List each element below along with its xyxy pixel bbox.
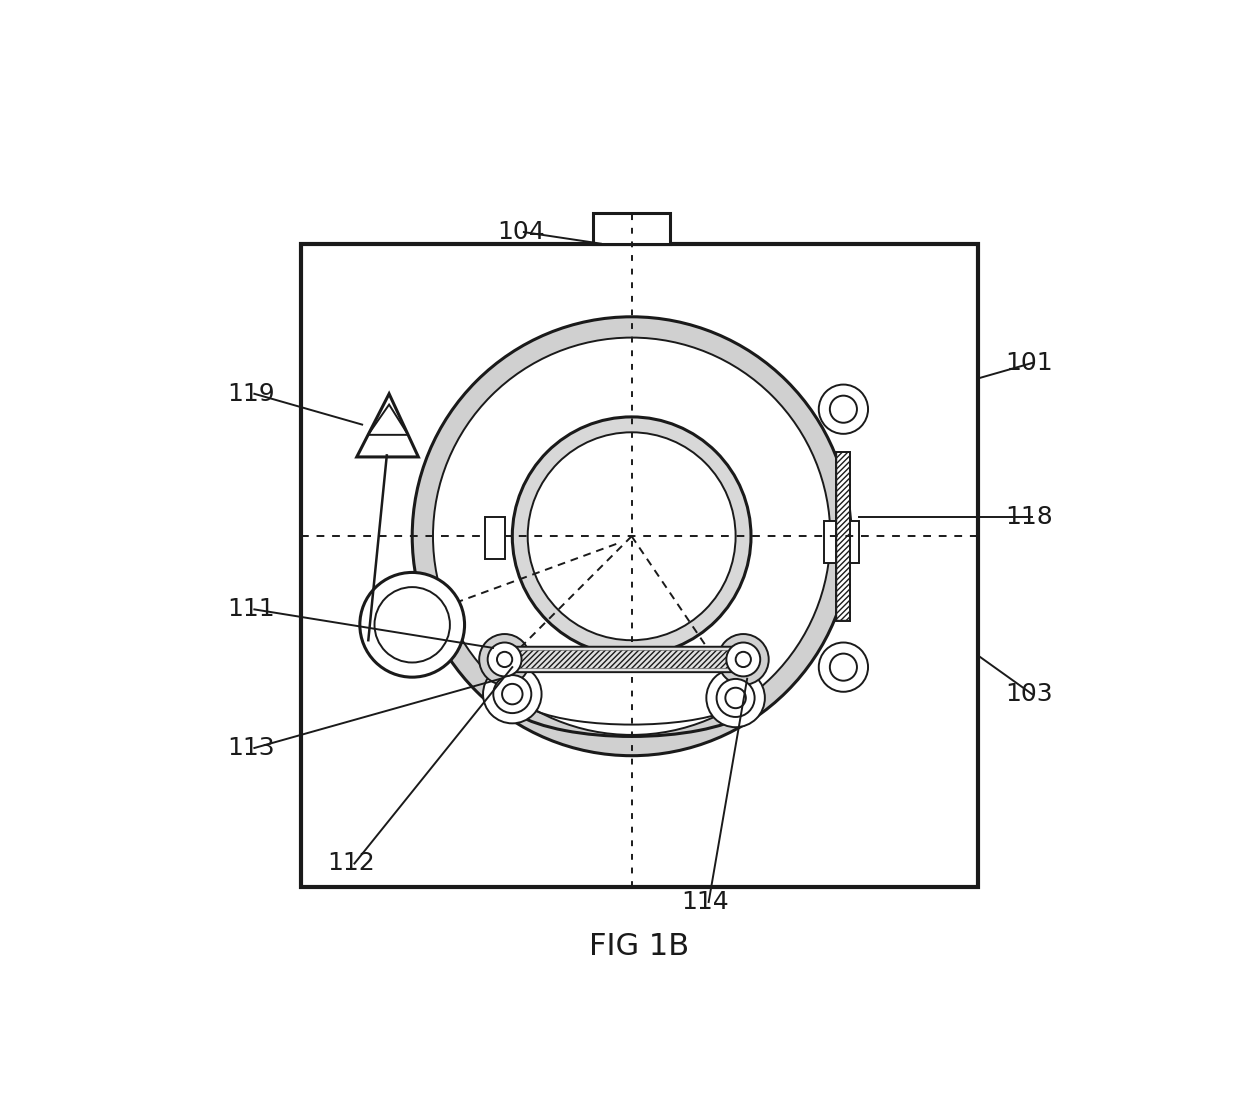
Circle shape: [830, 653, 857, 681]
Circle shape: [494, 675, 531, 713]
Circle shape: [725, 688, 745, 708]
Text: 104: 104: [497, 220, 544, 244]
Circle shape: [497, 652, 512, 667]
Bar: [593, 212, 670, 244]
Text: 103: 103: [1006, 682, 1053, 706]
Circle shape: [479, 634, 529, 685]
Bar: [837, 451, 851, 620]
Circle shape: [374, 587, 450, 662]
Circle shape: [487, 642, 522, 676]
Bar: [300, 244, 978, 887]
Text: 101: 101: [1006, 351, 1053, 375]
Text: FIG 1B: FIG 1B: [589, 932, 689, 961]
Circle shape: [717, 679, 755, 717]
Text: 113: 113: [227, 736, 275, 760]
Circle shape: [360, 572, 465, 678]
Text: 119: 119: [227, 382, 275, 406]
Circle shape: [512, 417, 751, 656]
Circle shape: [818, 642, 868, 692]
Text: 118: 118: [1006, 505, 1053, 529]
Text: 112: 112: [327, 851, 376, 876]
Circle shape: [528, 432, 735, 640]
Circle shape: [830, 396, 857, 422]
Circle shape: [727, 642, 760, 676]
Text: 111: 111: [227, 597, 275, 622]
Circle shape: [412, 317, 851, 756]
Circle shape: [433, 338, 831, 735]
Circle shape: [484, 664, 542, 724]
Circle shape: [735, 652, 751, 667]
Bar: [825, 521, 859, 563]
Circle shape: [707, 669, 765, 727]
Circle shape: [718, 634, 769, 685]
Circle shape: [502, 684, 522, 704]
Bar: [837, 452, 849, 620]
Bar: [485, 517, 505, 559]
Circle shape: [818, 385, 868, 433]
FancyBboxPatch shape: [501, 647, 746, 672]
Text: 114: 114: [682, 890, 729, 914]
